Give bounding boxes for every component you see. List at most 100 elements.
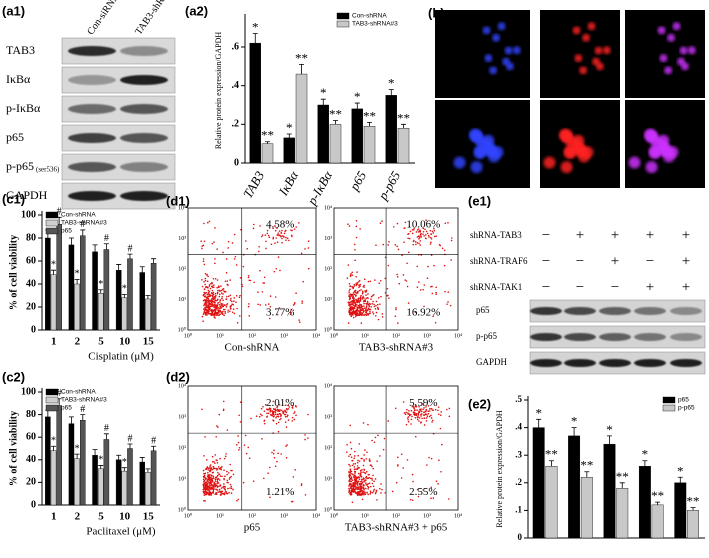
error-bar [151,445,157,451]
event-dot [346,443,348,446]
event-dot [358,289,361,292]
legend-swatch [45,227,59,235]
event-dot [207,474,210,476]
event-dot [356,281,358,284]
blot-band [120,162,168,172]
event-dot [208,220,211,223]
condition-sign: + [682,253,690,269]
event-dot [404,221,407,224]
event-dot [277,415,280,418]
event-dot [363,488,365,491]
x-tick-label: 15 [143,511,155,523]
quadrant-percent: 5.59% [409,397,437,409]
bar [363,126,376,164]
event-dot [219,305,222,308]
event-dot [430,414,432,417]
event-dot [358,301,360,304]
bar [568,435,581,539]
event-dot [391,490,394,493]
significance-mark: ** [545,447,558,462]
blot-band [564,333,596,341]
cell [645,161,658,174]
event-dot [450,259,452,261]
event-dot [360,289,362,291]
event-dot [212,286,215,289]
event-dot [283,236,285,238]
event-dot [285,236,287,239]
event-dot [357,472,360,475]
x-tick-label: p65 [346,168,369,194]
event-dot [356,468,358,471]
event-dot [359,228,361,230]
event-dot [229,483,232,486]
condition-sign: + [611,227,619,243]
event-dot [348,487,350,490]
blot-band [634,307,666,315]
bar [329,124,342,164]
event-dot [371,465,373,468]
event-dot [350,456,353,458]
event-dot [279,413,282,415]
event-dot [282,411,285,414]
event-dot [208,467,211,469]
y-axis-label: Relative protein expression/GAPDH [214,32,223,150]
event-dot [350,294,352,296]
y-tick-label: 40 [26,454,36,465]
event-dot [221,297,223,300]
y-tick-label: 10⁴ [324,205,332,211]
significance-mark: * [122,457,127,468]
event-dot [368,308,371,311]
event-dot [208,493,210,496]
event-dot [295,292,297,295]
event-dot [276,234,279,236]
blot-band [670,333,702,341]
event-dot [274,408,277,410]
x-tick-label: 10 [119,511,131,523]
event-dot [401,254,403,257]
plot-caption: TAB3-shRNA#3 [359,342,434,354]
event-dot [365,308,367,311]
event-dot [209,473,211,476]
cell [543,156,556,169]
event-dot [396,465,399,467]
event-dot [356,271,358,273]
event-dot [207,275,209,278]
cell [482,26,491,35]
event-dot [261,235,263,238]
event-dot [372,490,375,492]
event-dot [418,236,421,239]
error-bar [103,433,109,440]
event-dot [202,313,205,315]
bar [121,470,128,506]
cell [659,54,668,63]
event-dot [208,290,211,293]
event-dot [258,250,260,253]
event-dot [348,290,350,292]
plot-caption: TAB3-shRNA#3 + p65 [345,522,448,534]
event-dot [222,287,225,290]
event-dot [358,478,361,481]
event-dot [291,407,294,409]
y-tick-label: 80 [26,409,36,420]
event-dot [217,471,219,474]
event-dot [407,302,410,304]
event-dot [280,235,282,238]
error-bar [536,418,542,428]
event-dot [427,234,430,237]
legend-label: p65 [61,405,72,412]
event-dot [427,410,430,412]
event-dot [214,303,216,306]
event-dot [420,415,422,417]
event-dot [212,291,215,294]
x-tick-label: 5 [98,511,104,523]
event-dot [357,491,359,493]
cell [497,22,506,31]
event-dot [216,480,218,483]
event-dot [361,305,363,307]
event-dot [229,463,231,466]
event-dot [235,294,238,297]
y-tick-label: 10⁰ [324,326,333,333]
event-dot [358,476,361,479]
event-dot [419,244,421,246]
event-dot [202,258,205,260]
